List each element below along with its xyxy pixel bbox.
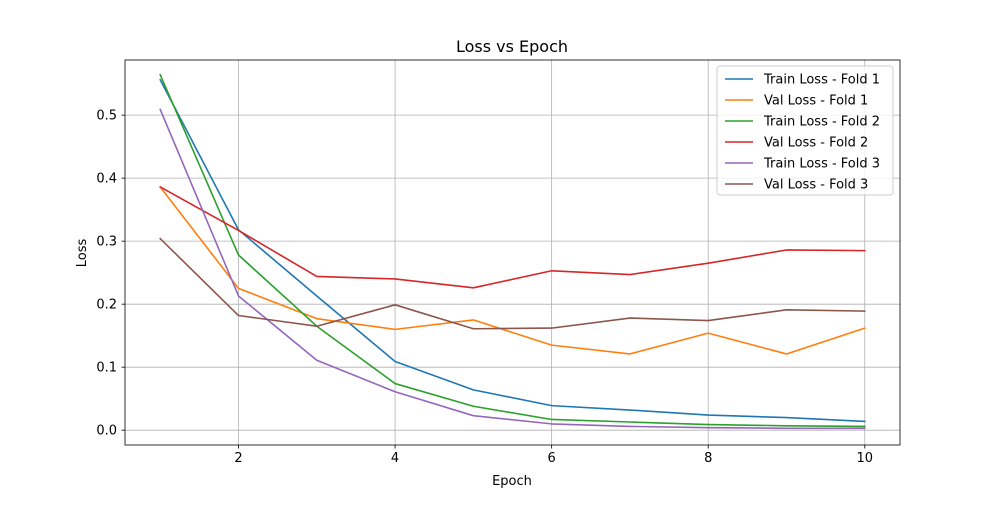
series-line-val-loss-fold-1 <box>159 185 866 355</box>
x-tick-label: 4 <box>391 451 399 466</box>
y-tick-label: 0.5 <box>96 109 117 124</box>
series-line-train-loss-fold-2 <box>159 73 866 428</box>
legend-label: Train Loss - Fold 1 <box>763 73 880 88</box>
legend: Train Loss - Fold 1 Val Loss - Fold 1 Trai… <box>716 65 894 196</box>
axis-ticks: 2 4 6 8 10 0.0 0.1 0.2 0.3 0.4 0.5 <box>96 109 873 466</box>
series-line-train-loss-fold-3 <box>159 108 866 430</box>
y-tick-label: 0.0 <box>96 424 117 439</box>
y-axis-label: Loss <box>75 239 90 268</box>
legend-label: Train Loss - Fold 2 <box>763 115 880 130</box>
chart-title: Loss vs Epoch <box>456 37 568 56</box>
series-line-val-loss-fold-3 <box>159 237 866 330</box>
x-tick-label: 8 <box>704 451 712 466</box>
y-tick-label: 0.3 <box>96 235 117 250</box>
legend-label: Val Loss - Fold 2 <box>764 136 868 151</box>
legend-label: Train Loss - Fold 3 <box>763 157 880 172</box>
legend-label: Val Loss - Fold 1 <box>764 94 868 109</box>
x-axis-label: Epoch <box>492 474 532 489</box>
x-tick-label: 2 <box>234 451 242 466</box>
series-lines <box>159 73 866 430</box>
series-line-train-loss-fold-1 <box>159 78 866 423</box>
plot-frame <box>124 59 901 446</box>
y-tick-label: 0.2 <box>96 298 117 313</box>
x-tick-label: 6 <box>548 451 556 466</box>
legend-label: Val Loss - Fold 3 <box>764 178 868 193</box>
legend-box <box>716 65 894 196</box>
series-line-val-loss-fold-2 <box>159 185 866 289</box>
y-tick-label: 0.1 <box>96 361 117 376</box>
x-tick-label: 10 <box>856 451 873 466</box>
y-tick-label: 0.4 <box>96 172 117 187</box>
